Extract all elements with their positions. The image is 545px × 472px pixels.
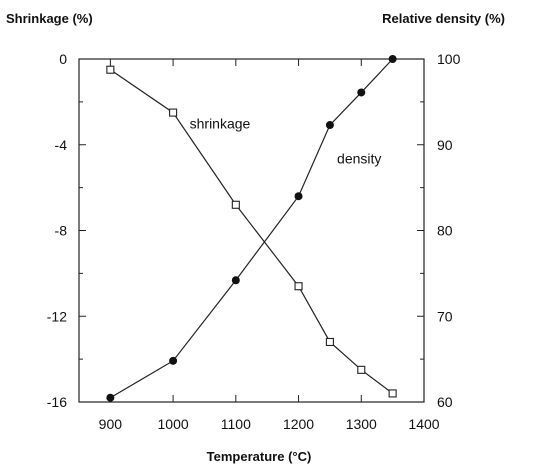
y-left-tick-label: -16 <box>47 394 67 410</box>
x-tick-label: 900 <box>99 416 123 432</box>
y-right-tick-label: 60 <box>437 394 453 410</box>
x-tick-label: 1300 <box>346 416 377 432</box>
density-point <box>388 55 397 63</box>
shrinkage-annotation: shrinkage <box>190 115 251 131</box>
density-point <box>325 121 334 130</box>
data-series <box>106 55 397 402</box>
density-annotation: density <box>337 150 381 166</box>
x-tick-label: 1200 <box>283 416 314 432</box>
x-tick-label: 1400 <box>408 416 439 432</box>
shrinkage-point <box>231 200 240 209</box>
density-point <box>169 356 178 365</box>
shrinkage-point <box>357 365 366 374</box>
right-axis-title: Relative density (%) <box>382 11 505 26</box>
y-right-tick-label: 80 <box>437 223 453 239</box>
density-point <box>294 192 303 201</box>
shrinkage-line <box>110 69 393 394</box>
tick-labels: 900 1000 1100 1200 1300 1400 0 -4 -8 -12 -16 100 90 8… <box>47 51 461 432</box>
shrinkage-point <box>294 282 303 291</box>
axis-ticks <box>79 58 425 403</box>
series-annotations: shrinkage density <box>190 115 382 166</box>
x-tick-label: 1100 <box>221 416 251 432</box>
left-axis-title: Shrinkage (%) <box>6 11 93 26</box>
density-line <box>110 58 394 399</box>
density-point <box>106 393 115 402</box>
shrinkage-point <box>169 108 178 117</box>
x-axis-title: Temperature (°C) <box>207 449 312 464</box>
y-left-tick-label: -4 <box>55 137 68 153</box>
x-tick-label: 1000 <box>158 416 189 432</box>
y-right-tick-label: 100 <box>437 51 461 67</box>
density-point <box>231 276 240 285</box>
shrinkage-point <box>325 337 334 347</box>
shrinkage-point <box>388 389 397 398</box>
shrinkage-point <box>106 65 115 74</box>
y-right-tick-label: 90 <box>437 137 453 153</box>
density-point <box>357 88 366 97</box>
y-left-tick-label: -8 <box>55 223 68 239</box>
y-left-tick-label: 0 <box>59 51 67 67</box>
y-left-tick-label: -12 <box>47 308 67 324</box>
plot-frame <box>78 58 425 403</box>
y-right-tick-label: 70 <box>437 308 453 324</box>
